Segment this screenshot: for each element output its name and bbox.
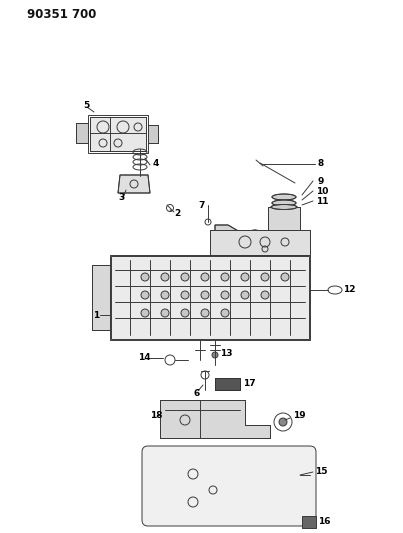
Polygon shape bbox=[160, 400, 270, 438]
Text: 19: 19 bbox=[293, 410, 305, 419]
Text: 7: 7 bbox=[198, 200, 204, 209]
Text: 12: 12 bbox=[343, 286, 355, 295]
Circle shape bbox=[141, 309, 149, 317]
Text: 2: 2 bbox=[174, 208, 180, 217]
Polygon shape bbox=[118, 175, 150, 193]
Circle shape bbox=[221, 291, 229, 299]
Circle shape bbox=[261, 273, 269, 281]
Text: 9: 9 bbox=[318, 176, 324, 185]
Text: 14: 14 bbox=[138, 353, 151, 362]
Polygon shape bbox=[76, 123, 88, 143]
Text: 13: 13 bbox=[220, 349, 233, 358]
Polygon shape bbox=[90, 117, 146, 151]
Polygon shape bbox=[302, 516, 316, 528]
Text: 90351 700: 90351 700 bbox=[27, 9, 96, 21]
Circle shape bbox=[212, 352, 218, 358]
Ellipse shape bbox=[272, 194, 296, 200]
FancyBboxPatch shape bbox=[142, 446, 316, 526]
Circle shape bbox=[221, 309, 229, 317]
Circle shape bbox=[241, 273, 249, 281]
Polygon shape bbox=[215, 378, 240, 390]
Polygon shape bbox=[92, 265, 110, 330]
Circle shape bbox=[201, 309, 209, 317]
Circle shape bbox=[241, 291, 249, 299]
Text: 16: 16 bbox=[318, 518, 330, 527]
Circle shape bbox=[161, 309, 169, 317]
Text: 4: 4 bbox=[153, 158, 159, 167]
Polygon shape bbox=[268, 207, 300, 233]
Circle shape bbox=[279, 418, 287, 426]
Text: 18: 18 bbox=[150, 410, 162, 419]
Circle shape bbox=[161, 291, 169, 299]
Circle shape bbox=[181, 273, 189, 281]
Polygon shape bbox=[148, 125, 158, 143]
Circle shape bbox=[161, 273, 169, 281]
Ellipse shape bbox=[271, 205, 297, 209]
Ellipse shape bbox=[272, 200, 296, 206]
Polygon shape bbox=[111, 256, 309, 339]
Circle shape bbox=[181, 291, 189, 299]
Text: 6: 6 bbox=[194, 389, 200, 398]
Circle shape bbox=[141, 273, 149, 281]
Text: 3: 3 bbox=[118, 193, 124, 203]
Text: 15: 15 bbox=[315, 467, 328, 477]
Circle shape bbox=[141, 291, 149, 299]
Circle shape bbox=[181, 309, 189, 317]
Text: 17: 17 bbox=[243, 378, 256, 387]
Text: 8: 8 bbox=[318, 158, 324, 167]
Circle shape bbox=[201, 273, 209, 281]
Circle shape bbox=[281, 273, 289, 281]
Polygon shape bbox=[210, 230, 310, 255]
Text: 5: 5 bbox=[83, 101, 89, 109]
Circle shape bbox=[221, 273, 229, 281]
Text: 1: 1 bbox=[93, 311, 99, 319]
Circle shape bbox=[261, 291, 269, 299]
Polygon shape bbox=[215, 225, 268, 239]
Circle shape bbox=[201, 291, 209, 299]
Text: 11: 11 bbox=[316, 197, 328, 206]
Text: 10: 10 bbox=[316, 187, 328, 196]
